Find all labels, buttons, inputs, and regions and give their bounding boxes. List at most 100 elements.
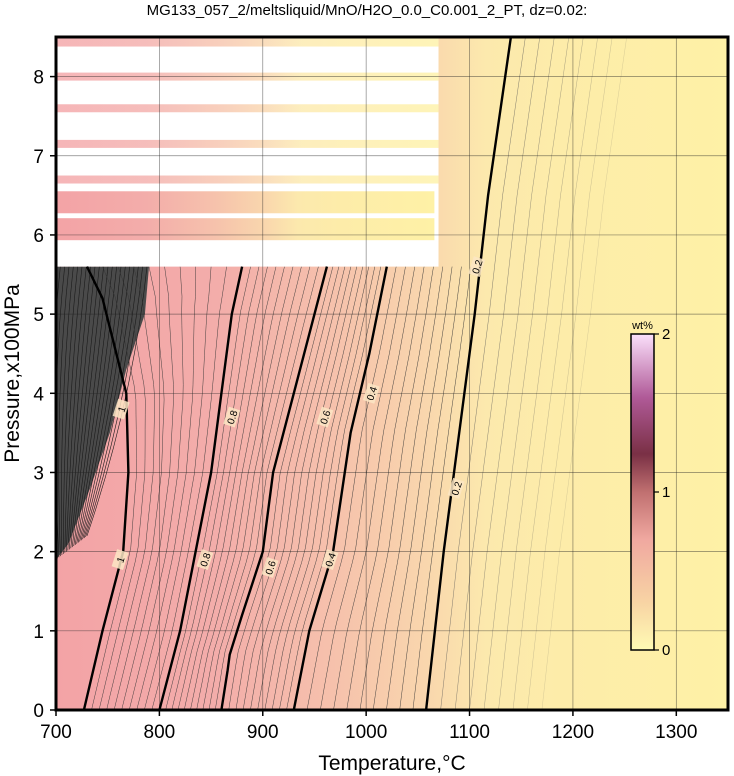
colorbar-tick-label: 1 — [662, 484, 670, 501]
minor-contour-line — [412, 266, 472, 710]
x-axis: 700 800 900 1000 1100 1200 1300 — [40, 710, 697, 743]
contour-label-group: 0.2 — [447, 477, 465, 499]
minor-contour-line — [483, 37, 569, 710]
contour-label: 0.2 — [450, 480, 465, 497]
minor-contour-line — [121, 266, 174, 710]
x-tick-label: 1000 — [345, 722, 387, 743]
dense-contour-line — [79, 266, 126, 542]
contour-label-group: 0.4 — [362, 382, 380, 404]
contour-label: 0.8 — [199, 551, 214, 568]
minor-contour-line — [228, 266, 334, 710]
x-tick-label: 800 — [144, 722, 176, 743]
minor-contour-line — [214, 266, 319, 710]
contour-label-bg — [112, 398, 130, 420]
major-contour-lines — [82, 37, 513, 710]
colorbar-gradient — [630, 333, 655, 651]
minor-contour-line — [469, 37, 555, 710]
colorbar-ticks: 0 1 2 — [654, 326, 670, 659]
minor-contour-line — [541, 37, 627, 710]
sampled-stripe — [56, 139, 439, 148]
contour-label-bg — [196, 549, 214, 570]
minor-contour-line — [91, 266, 137, 710]
contour-label: 0.8 — [226, 409, 241, 426]
minor-contour-line — [271, 266, 370, 710]
unsampled-area — [56, 37, 439, 267]
y-tick-label: 3 — [33, 463, 44, 484]
sampled-band — [56, 191, 435, 214]
major-contour-0.2 — [424, 37, 513, 710]
dense-contour-line — [58, 266, 70, 557]
dense-contour-line — [66, 266, 87, 552]
y-tick-label: 5 — [33, 305, 44, 326]
contour-label: 1 — [116, 405, 128, 414]
dense-contour-line — [70, 266, 100, 549]
minor-contour-line — [235, 266, 340, 710]
minor-contour-line — [196, 266, 294, 710]
contour-label-group: 0.8 — [196, 549, 214, 570]
contour-label-bg — [223, 406, 241, 428]
minor-contour-line — [98, 266, 146, 710]
minor-contour-line — [399, 266, 462, 710]
contour-label: 0.4 — [324, 551, 339, 568]
dense-contour-line — [67, 266, 91, 551]
major-contour-0.4 — [292, 266, 388, 710]
minor-contour-line — [512, 37, 598, 710]
x-tick-label: 900 — [247, 722, 279, 743]
contour-label: 0.4 — [365, 385, 380, 402]
contour-label-bg — [261, 557, 279, 578]
contour-label: 1 — [115, 555, 127, 564]
minor-contour-line — [242, 266, 346, 710]
minor-contour-line — [386, 266, 453, 710]
contour-label-bg — [468, 256, 486, 278]
y-tick-label: 1 — [33, 622, 44, 643]
sampled-stripe — [56, 175, 439, 184]
dense-contour-line — [64, 266, 83, 553]
y-tick-label: 0 — [33, 701, 44, 722]
y-tick-label: 6 — [33, 226, 44, 247]
plot-frame — [54, 35, 730, 712]
minor-contour-line — [183, 266, 277, 710]
minor-contour-line — [498, 37, 584, 710]
sampled-band — [56, 218, 435, 241]
dense-contour-line — [82, 266, 135, 540]
y-tick-label: 7 — [33, 147, 44, 168]
minor-contour-line — [128, 266, 184, 710]
dense-contour-line — [76, 266, 117, 544]
major-contour-0.8 — [158, 266, 244, 710]
major-contour-1 — [82, 266, 130, 710]
x-tick-label: 1300 — [655, 722, 697, 743]
major-contour-0.6 — [220, 266, 329, 710]
contour-label-group: 0.4 — [321, 549, 339, 570]
contour-label-group: 1 — [111, 549, 129, 570]
dense-contour-line — [80, 266, 130, 541]
contour-labels: 0.2 0.2 0.4 0.4 0.6 0.6 0.8 0.8 1 1 — [111, 256, 486, 578]
minor-contour-line — [151, 266, 227, 710]
minor-contour-line — [177, 266, 268, 710]
contour-label-bg — [111, 549, 129, 570]
minor-contour-line — [202, 266, 302, 710]
colorbar: wt% 0 1 2 — [630, 320, 670, 659]
colorbar-unit: wt% — [631, 320, 653, 332]
dense-contour-line — [77, 266, 122, 543]
x-axis-title: Temperature,°C — [318, 752, 465, 775]
colorbar-tick-label: 2 — [662, 326, 670, 343]
x-tick-label: 1100 — [449, 722, 490, 743]
contour-label-group: 0.8 — [223, 406, 241, 428]
dense-contour-line — [61, 266, 74, 556]
contour-label-group: 0.6 — [261, 557, 279, 578]
contour-label-bg — [362, 382, 380, 404]
sampled-stripe — [56, 104, 439, 113]
contour-label-group: 1 — [112, 398, 130, 420]
y-axis: 0 1 2 3 4 5 6 7 8 — [33, 68, 56, 722]
minor-contour-line — [136, 266, 196, 710]
minor-contour-line — [440, 37, 526, 710]
contour-label: 0.2 — [471, 258, 486, 275]
minor-contour-line — [320, 266, 406, 710]
plot-area: 0.2 0.2 0.4 0.4 0.6 0.6 0.8 0.8 1 1 — [56, 37, 728, 710]
minor-contour-line — [286, 266, 382, 710]
colorbar-tick-label: 0 — [662, 642, 670, 659]
minor-contour-line — [359, 266, 434, 710]
minor-contour-line — [171, 266, 260, 710]
contour-label-bg — [447, 477, 465, 499]
